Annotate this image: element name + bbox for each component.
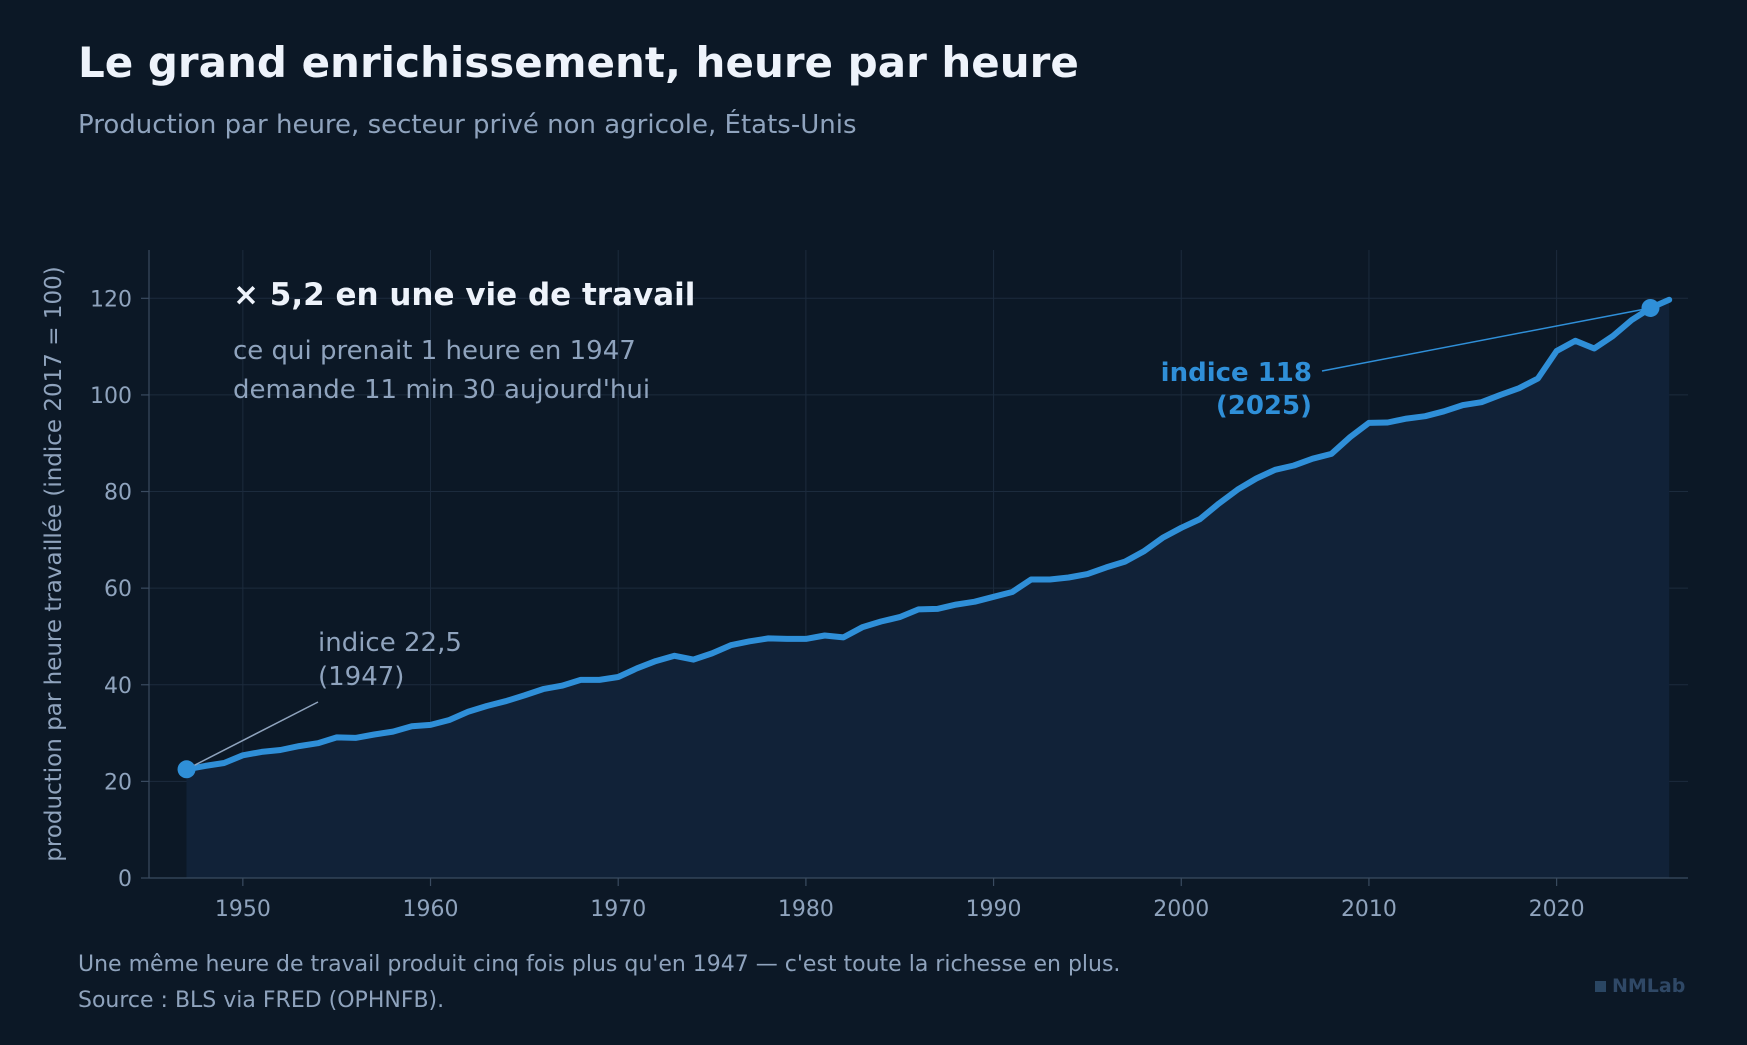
- brand-square-icon: [1595, 980, 1606, 992]
- y-tick-label-0: 0: [118, 867, 132, 892]
- body-annotation-line-1: ce qui prenait 1 heure en 1947: [233, 336, 636, 366]
- end-label-line-2: (2025): [1216, 391, 1312, 421]
- series-line: [183, 296, 1673, 773]
- start-label-line-1: indice 22,5: [318, 628, 462, 658]
- x-tick-label-1990: 1990: [966, 897, 1022, 922]
- start-leader-line: [186, 701, 319, 770]
- end-label-line-1: indice 118: [1161, 358, 1312, 388]
- x-tick-label-2010: 2010: [1341, 897, 1397, 922]
- tick-labels: 0 20 40 60 80 100 120 1950 1960 1970 1980 1990 2000 2…: [90, 287, 1585, 922]
- brand-name: NMLab: [1612, 975, 1686, 997]
- source-note: Source : BLS via FRED (OPHNFB).: [78, 988, 445, 1013]
- brand-logo: NMLab: [1595, 975, 1685, 997]
- y-axis-label: production par heure travaillée (indice …: [41, 266, 67, 861]
- start-point-marker: [177, 760, 196, 779]
- y-tick-label-20: 20: [104, 770, 132, 795]
- y-tick-label-80: 80: [104, 481, 132, 506]
- y-tick-label-100: 100: [90, 384, 132, 409]
- x-tick-label-1970: 1970: [590, 897, 646, 922]
- y-tick-label-120: 120: [90, 287, 132, 312]
- footnote: Une même heure de travail produit cinq f…: [78, 952, 1121, 977]
- x-tick-label-1980: 1980: [778, 897, 834, 922]
- x-tick-label-1960: 1960: [403, 897, 459, 922]
- y-tick-label-60: 60: [104, 577, 132, 602]
- x-tick-label-2020: 2020: [1529, 897, 1585, 922]
- end-point-marker: [1641, 298, 1660, 317]
- start-label-line-2: (1947): [318, 662, 404, 692]
- x-tick-label-2000: 2000: [1153, 897, 1209, 922]
- axes: [148, 250, 1688, 879]
- y-tick-label-40: 40: [104, 674, 132, 699]
- chart-title: Le grand enrichissement, heure par heure: [78, 38, 1079, 87]
- x-tick-label-1950: 1950: [215, 897, 271, 922]
- chart-subtitle: Production par heure, secteur privé non …: [78, 110, 857, 140]
- annotations: × 5,2 en une vie de travail ce qui prena…: [177, 277, 1660, 779]
- body-annotation-line-2: demande 11 min 30 aujourd'hui: [233, 375, 650, 405]
- end-leader-line: [1321, 307, 1651, 372]
- area-fill: [186, 299, 1670, 878]
- headline-annotation: × 5,2 en une vie de travail: [233, 277, 695, 313]
